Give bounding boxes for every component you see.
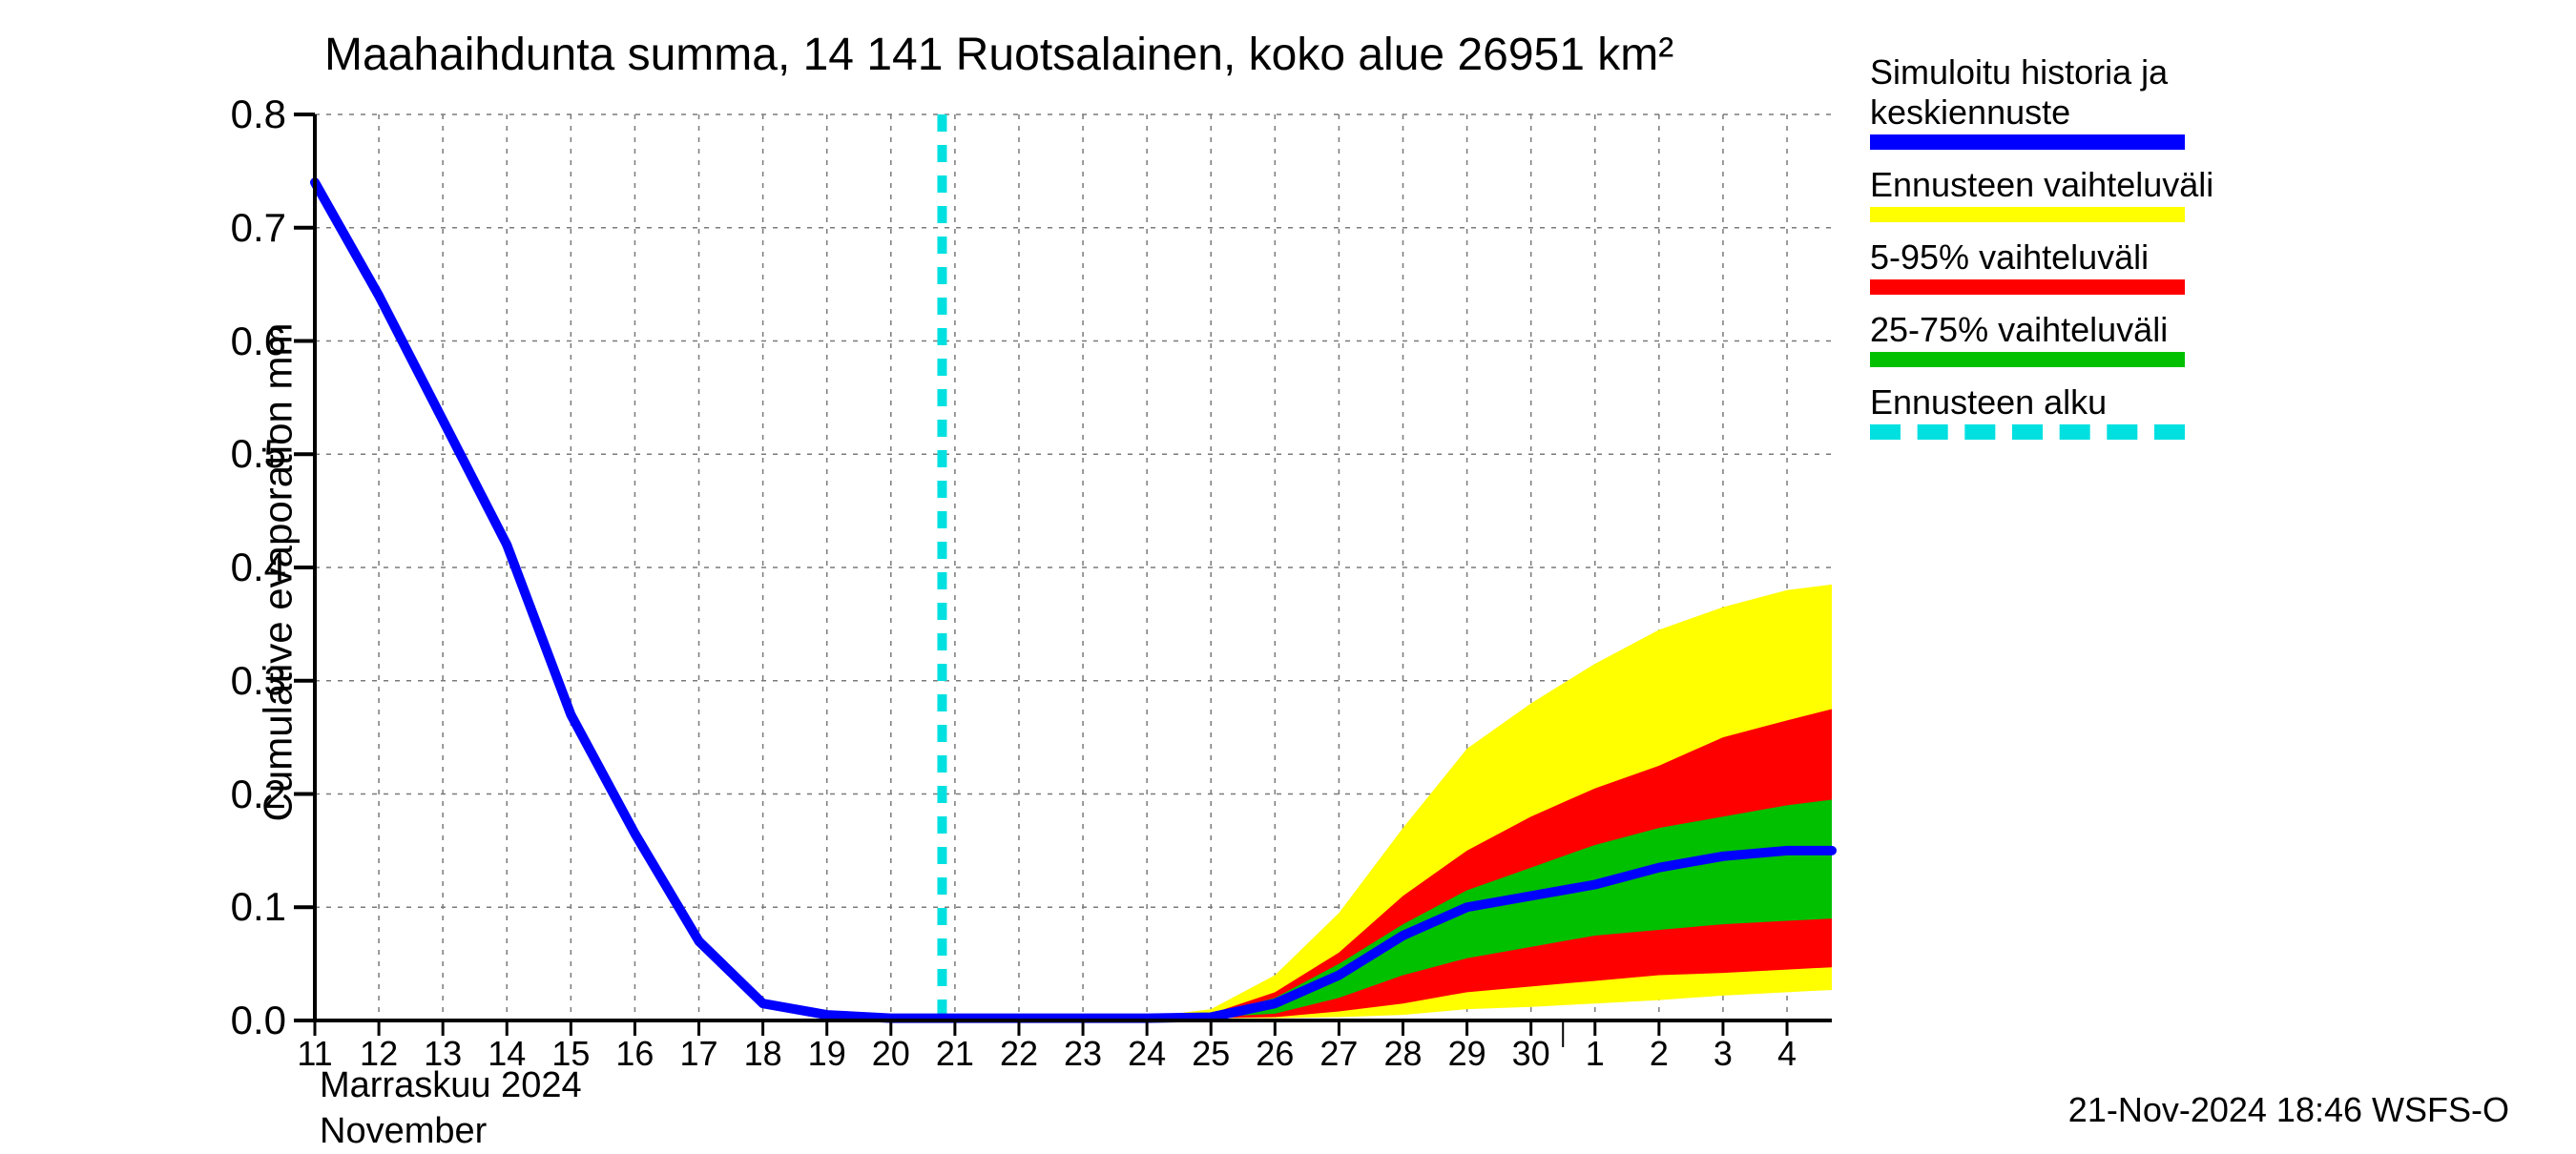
x-tick-label: 3 — [1714, 1034, 1733, 1074]
x-tick-label: 24 — [1128, 1034, 1166, 1074]
y-tick-label: 0.3 — [181, 658, 286, 704]
legend-label: 25-75% vaihteluväli — [1870, 310, 2213, 350]
legend-swatch — [1870, 352, 2185, 367]
y-tick-label: 0.1 — [181, 884, 286, 930]
legend-label: Ennusteen alku — [1870, 382, 2213, 422]
x-tick-label: 18 — [744, 1034, 782, 1074]
legend-item: Ennusteen vaihteluväli — [1870, 165, 2213, 222]
x-tick-label: 25 — [1192, 1034, 1230, 1074]
legend-item: Simuloitu historia jakeskiennuste — [1870, 52, 2213, 150]
y-tick-label: 0.6 — [181, 319, 286, 364]
chart-title: Maahaihdunta summa, 14 141 Ruotsalainen,… — [324, 29, 1673, 81]
legend: Simuloitu historia jakeskiennuste Ennuste… — [1870, 52, 2213, 455]
x-month-fi: Marraskuu 2024 — [320, 1063, 582, 1109]
x-tick-label: 23 — [1064, 1034, 1102, 1074]
x-tick-label: 1 — [1586, 1034, 1605, 1074]
x-tick-label: 21 — [936, 1034, 974, 1074]
legend-swatch — [1870, 207, 2185, 222]
legend-label: Simuloitu historia ja — [1870, 52, 2213, 93]
x-tick-label: 27 — [1319, 1034, 1358, 1074]
legend-label: 5-95% vaihteluväli — [1870, 237, 2213, 278]
y-tick-label: 0.2 — [181, 772, 286, 817]
x-tick-label: 19 — [808, 1034, 846, 1074]
y-tick-label: 0.8 — [181, 92, 286, 137]
chart-container: Cumulative evaporation mm Maahaihdunta s… — [0, 0, 2576, 1144]
x-tick-label: 28 — [1383, 1034, 1422, 1074]
x-tick-label: 22 — [1000, 1034, 1038, 1074]
legend-swatch — [1870, 134, 2185, 150]
legend-item: 5-95% vaihteluväli — [1870, 237, 2213, 295]
x-month-label: Marraskuu 2024 November — [320, 1063, 582, 1154]
legend-label: keskiennuste — [1870, 93, 2213, 133]
x-tick-label: 20 — [872, 1034, 910, 1074]
y-tick-label: 0.4 — [181, 545, 286, 590]
timestamp: 21-Nov-2024 18:46 WSFS-O — [2068, 1090, 2509, 1130]
x-tick-label: 16 — [615, 1034, 654, 1074]
legend-label: Ennusteen vaihteluväli — [1870, 165, 2213, 205]
legend-swatch — [1870, 424, 2185, 440]
legend-item: Ennusteen alku — [1870, 382, 2213, 440]
legend-swatch — [1870, 279, 2185, 295]
x-tick-label: 2 — [1650, 1034, 1669, 1074]
x-tick-label: 26 — [1256, 1034, 1294, 1074]
x-tick-label: 29 — [1448, 1034, 1486, 1074]
y-tick-label: 0.5 — [181, 431, 286, 477]
x-tick-label: 17 — [680, 1034, 718, 1074]
y-tick-label: 0.7 — [181, 205, 286, 251]
y-tick-label: 0.0 — [181, 998, 286, 1043]
x-tick-label: 4 — [1777, 1034, 1797, 1074]
legend-item: 25-75% vaihteluväli — [1870, 310, 2213, 367]
x-month-en: November — [320, 1109, 582, 1154]
x-tick-label: 30 — [1512, 1034, 1550, 1074]
